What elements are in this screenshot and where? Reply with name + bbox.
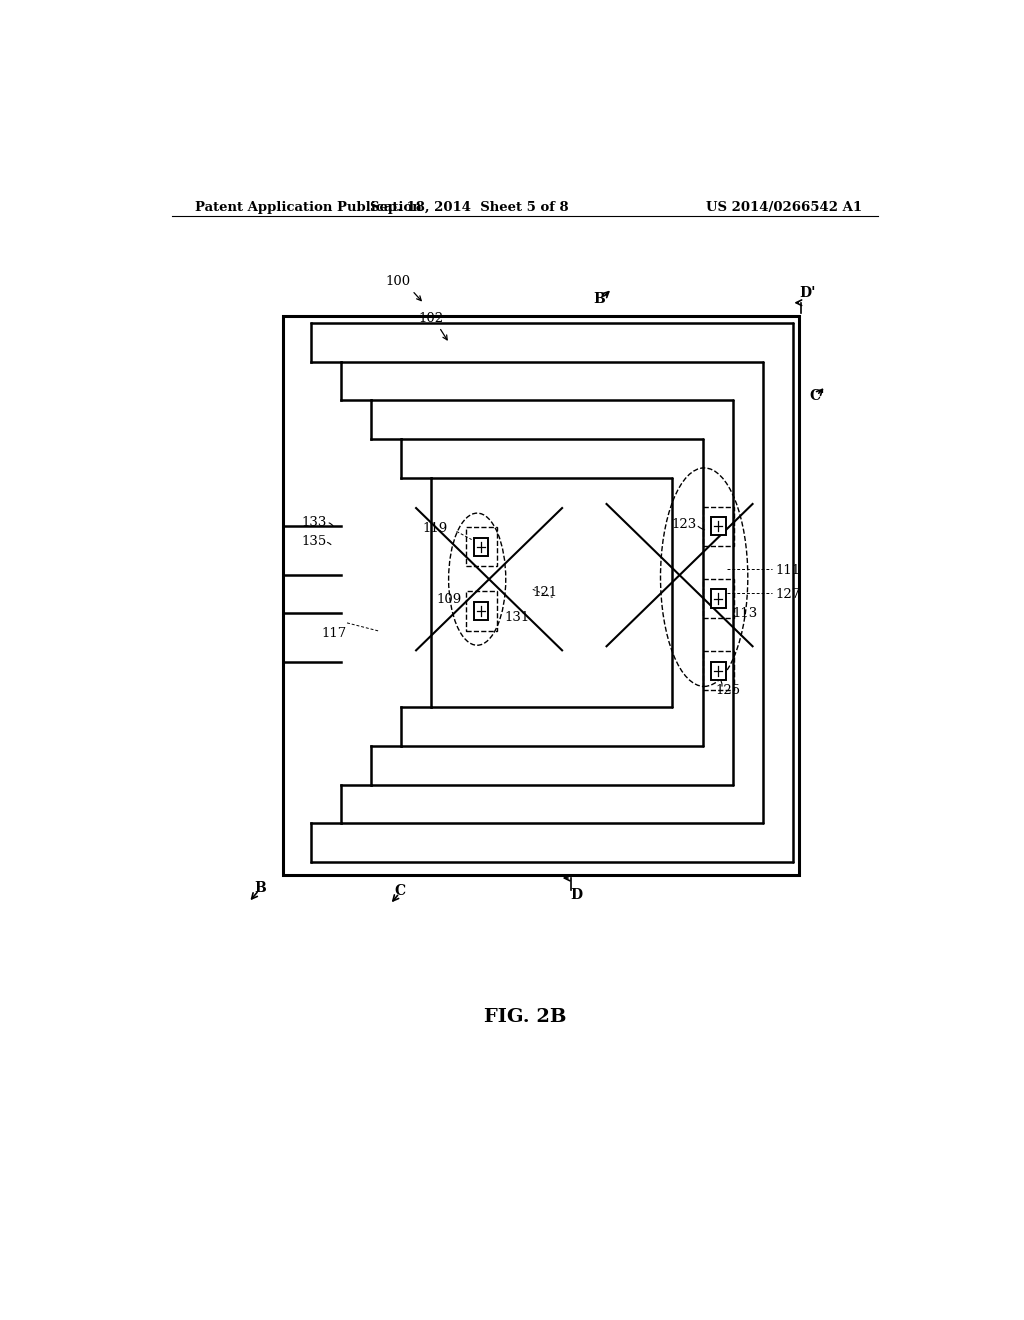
- Text: 131: 131: [504, 611, 529, 624]
- Text: C: C: [394, 884, 406, 898]
- Bar: [466, 591, 497, 631]
- Text: 135: 135: [301, 535, 327, 548]
- Text: Patent Application Publication: Patent Application Publication: [196, 201, 422, 214]
- Text: 117: 117: [322, 627, 347, 640]
- Text: 133: 133: [301, 516, 327, 529]
- Text: Sep. 18, 2014  Sheet 5 of 8: Sep. 18, 2014 Sheet 5 of 8: [370, 201, 568, 214]
- Bar: [712, 589, 726, 607]
- Text: B': B': [593, 292, 609, 306]
- Text: FIG. 2B: FIG. 2B: [483, 1008, 566, 1026]
- Text: 113: 113: [733, 607, 758, 620]
- Bar: [702, 507, 734, 546]
- Text: 123: 123: [671, 517, 696, 531]
- Text: B: B: [254, 882, 265, 895]
- Bar: [474, 602, 488, 620]
- Text: D: D: [570, 888, 583, 903]
- Text: 125: 125: [715, 685, 740, 697]
- Bar: [466, 527, 497, 566]
- Bar: [712, 517, 726, 536]
- Bar: [474, 537, 488, 556]
- Text: D': D': [799, 285, 815, 300]
- Text: 102: 102: [419, 312, 443, 325]
- Text: 111: 111: [775, 564, 801, 577]
- Bar: [702, 578, 734, 618]
- Bar: [712, 661, 726, 680]
- Text: 121: 121: [532, 586, 558, 599]
- Text: 119: 119: [423, 521, 447, 535]
- Bar: [702, 651, 734, 690]
- Bar: [283, 315, 799, 875]
- Text: US 2014/0266542 A1: US 2014/0266542 A1: [706, 201, 862, 214]
- Text: 127: 127: [775, 587, 801, 601]
- Text: 109: 109: [436, 593, 461, 606]
- Text: 100: 100: [385, 276, 411, 289]
- Text: C': C': [809, 389, 824, 403]
